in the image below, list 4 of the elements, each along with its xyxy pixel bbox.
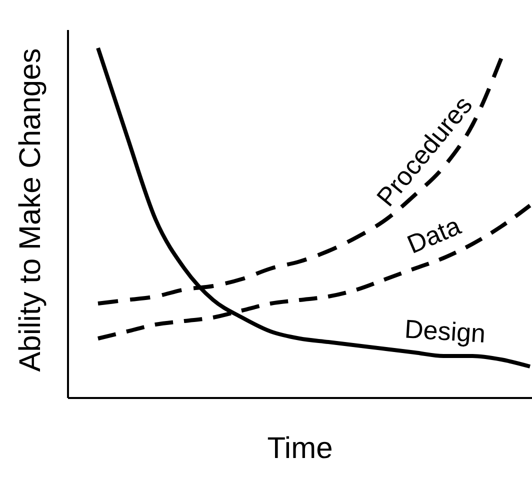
text: Data	[402, 210, 466, 260]
series-label: Design	[404, 314, 486, 348]
x-axis-title: Time	[267, 432, 333, 465]
y-axis-title: Ability to Make Changes	[14, 48, 47, 372]
